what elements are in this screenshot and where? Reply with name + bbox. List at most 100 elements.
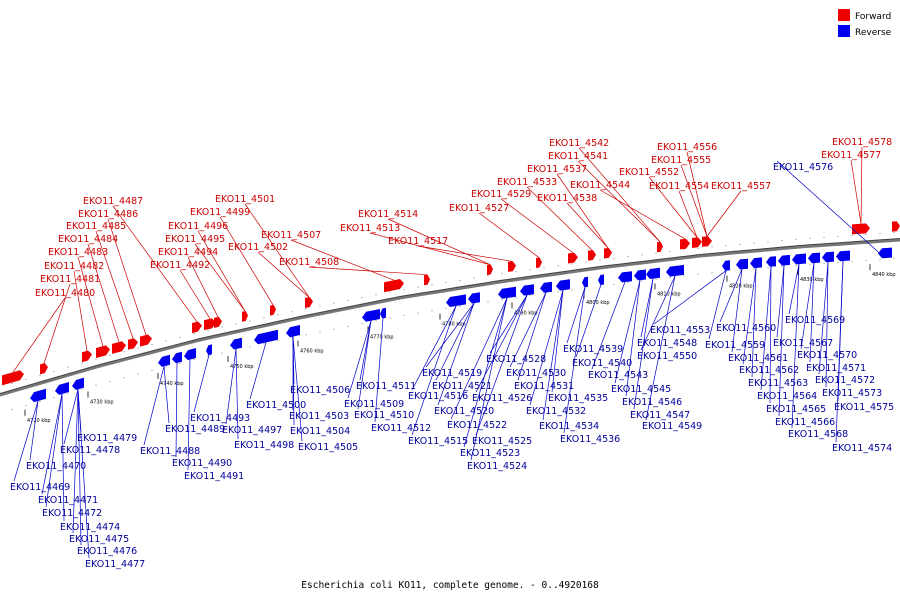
minor-tick [571,289,573,291]
reverse-leader-line [800,262,815,350]
reverse-leader-line [825,262,829,388]
reverse-leader-line [529,290,564,406]
forward-leader-line [43,283,71,364]
minor-tick [641,280,643,282]
forward-gene [692,237,702,248]
forward-gene-label: EKO11_4508 [279,257,339,268]
reverse-gene [666,264,684,277]
minor-tick [123,377,125,379]
reverse-leader-line [625,280,641,397]
minor-tick [655,278,657,280]
forward-gene [192,321,202,334]
minor-tick [753,242,755,244]
minor-tick [95,358,97,360]
reverse-gene [598,274,604,285]
minor-tick [165,340,167,342]
reverse-leader-line [509,292,547,368]
reverse-gene [55,382,69,395]
reverse-leader-line [437,303,475,406]
reverse-gene-label: EKO11_4509 [344,399,404,410]
reverse-gene-label: EKO11_4560 [716,323,776,334]
minor-tick [25,378,27,380]
reverse-leader-line [425,302,475,368]
minor-tick [81,362,83,364]
reverse-gene [158,354,170,367]
forward-gene-label: EKO11_4527 [449,203,509,214]
minor-tick [781,240,783,242]
reverse-gene-label: EKO11_4550 [637,351,697,362]
minor-tick [221,352,223,354]
minor-tick [431,284,433,286]
minor-tick [725,245,727,247]
forward-leader-line [860,146,863,224]
forward-gene-label: EKO11_4517 [388,236,448,247]
minor-tick [277,340,279,342]
tick-label: 4740 kbp [160,381,184,387]
minor-tick [25,404,27,406]
forward-gene [852,223,870,235]
minor-tick [613,257,615,259]
reverse-gene-label: EKO11_4505 [298,442,358,453]
tick-label: 4840 kbp [872,272,896,278]
forward-gene-label: EKO11_4486 [78,209,138,220]
minor-tick [151,369,153,371]
minor-tick [305,334,307,336]
tick-label: 4820 kbp [729,284,753,290]
reverse-gene-label: EKO11_4511 [356,381,416,392]
reverse-gene-label: EKO11_4559 [705,340,765,351]
forward-leader-line [112,205,198,322]
genome-backbone [0,238,900,397]
minor-tick [823,236,825,238]
forward-gene [242,311,248,322]
reverse-leader-line [719,269,743,323]
reverse-gene-label: EKO11_4567 [773,338,833,349]
forward-gene-label: EKO11_4577 [821,150,881,161]
forward-leader-line [566,202,609,249]
forward-leader-line [578,147,661,243]
forward-leader-line [12,297,66,373]
reverse-leader-line [435,303,475,381]
forward-gene-label: EKO11_4492 [150,260,210,271]
reverse-leader-line [640,278,654,338]
forward-gene-label: EKO11_4541 [548,151,608,162]
reverse-gene-label: EKO11_4572 [815,375,875,386]
reverse-gene [498,286,516,299]
minor-tick [417,286,419,288]
forward-gene [384,279,404,293]
forward-gene-label: EKO11_4502 [228,242,288,253]
reverse-gene-label: EKO11_4532 [526,406,586,417]
reverse-gene [540,281,552,293]
legend-forward-swatch [838,9,850,21]
reverse-gene [72,377,84,390]
reverse-leader-line [374,318,384,423]
reverse-gene-label: EKO11_4528 [486,354,546,365]
reverse-gene-label: EKO11_4516 [408,391,468,402]
reverse-gene [634,269,646,281]
reverse-gene [446,294,466,307]
minor-tick [543,293,545,295]
legend-reverse-label: Reverse [855,28,892,38]
reverse-leader-line [731,269,743,353]
minor-tick [767,241,769,243]
minor-tick [515,297,517,299]
minor-tick [515,271,517,273]
reverse-gene-label: EKO11_4470 [26,461,86,472]
reverse-leader-line [769,266,772,404]
reverse-gene-label: EKO11_4563 [748,378,808,389]
forward-gene [140,334,152,347]
forward-gene [40,363,48,375]
reverse-gene [778,254,790,266]
minor-tick [319,331,321,333]
reverse-gene-label: EKO11_4543 [588,370,648,381]
minor-tick [641,254,643,256]
minor-tick [473,277,475,279]
forward-gene-label: EKO11_4554 [649,181,709,192]
reverse-gene-label: EKO11_4575 [834,402,894,413]
forward-leader-line [478,212,540,258]
minor-tick [207,355,209,357]
tick-label: 4780 kbp [442,322,466,328]
forward-gene-label: EKO11_4552 [619,167,679,178]
gene-features [2,221,900,403]
forward-gene [508,261,516,272]
minor-tick [571,263,573,265]
